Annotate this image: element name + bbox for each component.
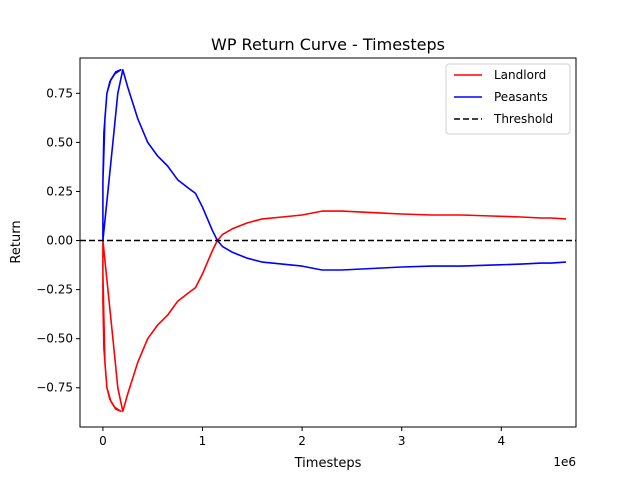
axes-frame: [79, 57, 577, 428]
x-tick-label: 3: [398, 434, 406, 448]
y-tick-label: −0.50: [36, 332, 73, 346]
series-line-peasants: [102, 69, 567, 271]
y-tick-label: 0.75: [46, 86, 73, 100]
plot-area: [80, 69, 576, 413]
x-tick-label: 1: [199, 434, 207, 448]
x-tick-label: 0: [99, 434, 107, 448]
chart-title: WP Return Curve - Timesteps: [211, 35, 445, 54]
x-axis-scale-label: 1e6: [553, 455, 576, 469]
legend-label-landlord: Landlord: [494, 68, 546, 82]
y-tick-label: 0.50: [46, 135, 73, 149]
legend-frame: [445, 63, 571, 135]
legend: Landlord Peasants Threshold: [445, 63, 571, 135]
series-line-landlord: [102, 210, 567, 413]
y-axis-label: Return: [9, 220, 24, 263]
legend-label-peasants: Peasants: [494, 90, 548, 104]
y-tick-label: −0.75: [36, 381, 73, 395]
y-tick-label: 0.00: [46, 234, 73, 248]
x-tick-label: 4: [497, 434, 505, 448]
y-tick-label: −0.25: [36, 283, 73, 297]
y-axis-ticks: −0.75 −0.50 −0.25 0.00 0.25 0.50 0.75: [36, 86, 80, 395]
x-axis-label: Timesteps: [294, 456, 362, 471]
x-axis-ticks: 0 1 2 3 4: [99, 427, 505, 448]
y-tick-label: 0.25: [46, 184, 73, 198]
legend-label-threshold: Threshold: [493, 112, 553, 126]
x-tick-label: 2: [298, 434, 306, 448]
